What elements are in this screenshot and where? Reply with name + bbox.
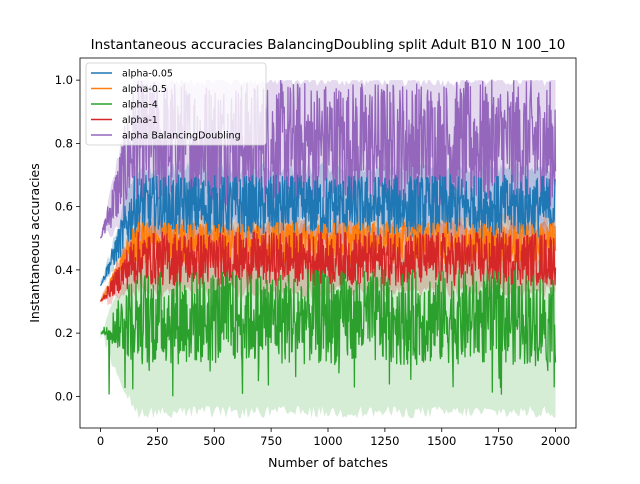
y-tick-label: 1.0 — [55, 73, 73, 87]
y-tick-label: 0.8 — [55, 136, 73, 150]
x-tick-label: 1250 — [370, 434, 399, 448]
series-line-alpha-4 — [100, 269, 557, 397]
y-axis-ticks: 0.0 0.2 0.4 0.6 0.8 1.0 — [55, 73, 80, 403]
series-lines — [99, 79, 557, 397]
y-tick-label: 0.2 — [55, 326, 73, 340]
y-tick-label: 0.4 — [55, 263, 73, 277]
y-tick-label: 0.0 — [55, 389, 73, 403]
legend-label: alpha BalancingDoubling — [122, 131, 241, 142]
y-tick-label: 0.6 — [55, 200, 73, 214]
x-tick-label: 0 — [97, 434, 104, 448]
x-tick-label: 750 — [260, 434, 282, 448]
y-axis-label: Instantaneous accuracies — [27, 163, 42, 323]
x-axis-label: Number of batches — [268, 455, 388, 470]
x-tick-label: 1500 — [427, 434, 456, 448]
legend-label: alpha-4 — [122, 100, 158, 111]
x-tick-label: 1000 — [313, 434, 342, 448]
x-axis-ticks: 0 250 500 750 1000 1250 1500 1750 2000 — [97, 428, 570, 448]
series-line-alpha-0.05 — [99, 174, 557, 286]
series-line-alpha-0.5 — [99, 221, 557, 302]
chart-title: Instantaneous accuracies BalancingDoubli… — [91, 37, 566, 53]
x-tick-label: 500 — [203, 434, 225, 448]
legend: alpha-0.05 alpha-0.5 alpha-4 alpha-1 alpha B… — [85, 62, 267, 146]
legend-label: alpha-0.05 — [122, 69, 173, 80]
x-tick-label: 1750 — [484, 434, 513, 448]
legend-box — [85, 62, 267, 146]
series-line-alpha-1 — [99, 231, 557, 302]
x-tick-label: 2000 — [541, 434, 570, 448]
x-tick-label: 250 — [146, 434, 168, 448]
legend-label: alpha-0.5 — [122, 84, 167, 95]
legend-label: alpha-1 — [122, 115, 158, 126]
